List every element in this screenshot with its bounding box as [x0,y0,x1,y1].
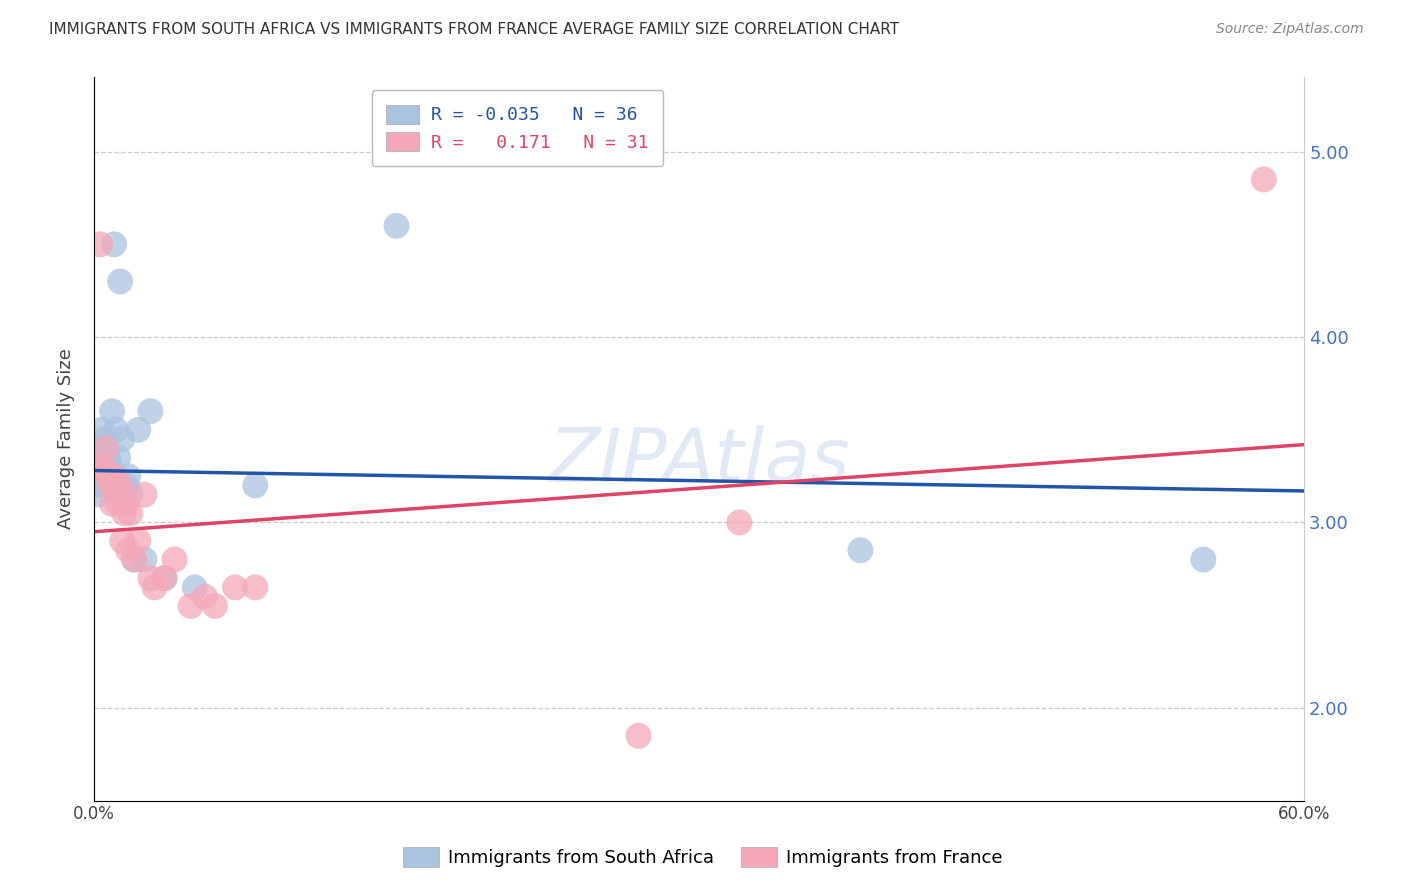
Point [103,469,125,483]
Text: Source: ZipAtlas.com: Source: ZipAtlas.com [1216,22,1364,37]
Point [224,580,246,594]
Point [204,599,226,613]
Legend: Immigrants from South Africa, Immigrants from France: Immigrants from South Africa, Immigrants… [396,839,1010,874]
Point [139,404,162,418]
Point [97,469,120,483]
Point [245,580,267,594]
Text: IMMIGRANTS FROM SOUTH AFRICA VS IMMIGRANTS FROM FRANCE AVERAGE FAMILY SIZE CORRE: IMMIGRANTS FROM SOUTH AFRICA VS IMMIGRAN… [49,22,900,37]
Point [91,423,114,437]
Point [127,423,149,437]
Point [111,534,134,549]
Point [163,552,186,566]
Point [117,543,139,558]
Point [627,729,650,743]
Point [180,599,202,613]
Point [153,571,176,585]
Point [94,478,117,492]
Point [120,488,142,502]
Point [87,459,110,474]
Point [91,469,114,483]
Point [103,478,125,492]
Y-axis label: Average Family Size: Average Family Size [58,349,75,530]
Point [105,423,128,437]
Point [107,450,129,465]
Point [98,459,121,474]
Text: ZIPAtlas: ZIPAtlas [548,425,849,497]
Point [143,580,166,594]
Point [84,478,107,492]
Point [93,459,115,474]
Point [120,506,142,520]
Point [107,497,129,511]
Point [97,450,120,465]
Point [122,552,145,566]
Point [87,442,110,456]
Point [105,478,128,492]
Point [122,552,145,566]
Point [1253,172,1275,186]
Point [93,459,115,474]
Point [101,404,124,418]
Point [134,552,156,566]
Point [87,459,110,474]
Point [849,543,872,558]
Point [89,450,111,465]
Point [111,432,134,446]
Point [93,478,115,492]
Point [117,469,139,483]
Point [153,571,176,585]
Point [139,571,162,585]
Point [194,590,217,604]
Point [94,442,117,456]
Point [98,478,121,492]
Point [1192,552,1215,566]
Point [728,516,751,530]
Point [115,478,138,492]
Point [101,497,124,511]
Point [98,478,121,492]
Point [108,478,131,492]
Point [103,237,125,252]
Legend: R = -0.035   N = 36, R =   0.171   N = 31: R = -0.035 N = 36, R = 0.171 N = 31 [371,90,664,166]
Point [93,432,115,446]
Point [89,237,111,252]
Point [115,497,138,511]
Point [97,469,120,483]
Point [89,488,111,502]
Point [108,274,131,288]
Point [94,442,117,456]
Point [134,488,156,502]
Point [385,219,408,233]
Point [112,506,135,520]
Point [184,580,207,594]
Point [127,534,149,549]
Point [245,478,267,492]
